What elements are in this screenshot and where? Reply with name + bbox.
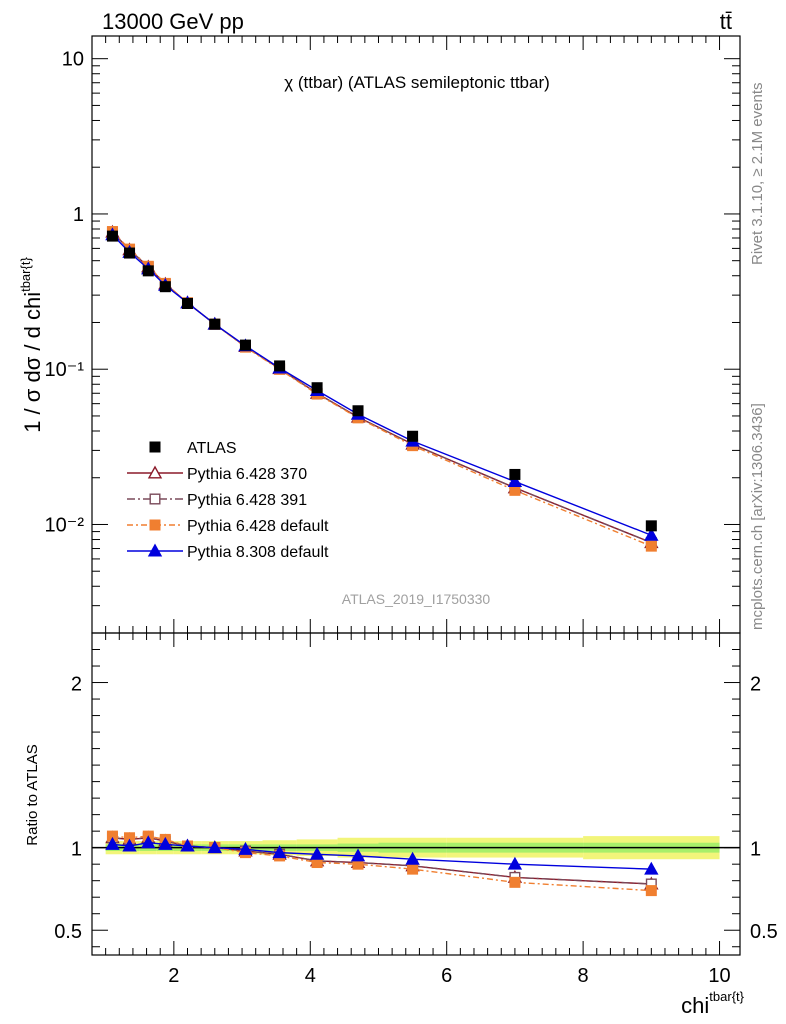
ratio-tick-label: 1 [71, 839, 82, 861]
ratio-series-point [207, 840, 222, 854]
ratio-series-point [141, 835, 156, 849]
ratio-axis-title: Ratio to ATLAS [24, 744, 41, 845]
ratio-series-point [645, 885, 657, 897]
y-tick-label: 1 [73, 204, 84, 226]
ratio-series-point [507, 856, 523, 870]
ratio-series-point [158, 836, 173, 850]
data-point [645, 520, 657, 532]
legend-label: Pythia 6.428 391 [187, 492, 307, 509]
rivet-label: Rivet 3.1.10, ≥ 2.1M events [749, 83, 766, 266]
legend: ATLAS Pythia 6.428 370 Pythia 6.428 391 Pyt… [127, 440, 329, 561]
ratio-series-point [509, 876, 521, 888]
y-axis-label-sup: tbar{t} [18, 257, 33, 292]
ratio-tick-label-right: 2 [750, 674, 761, 696]
data-point [239, 339, 251, 351]
x-tick-label: 2 [168, 965, 179, 987]
x-axis-title: chitbar{t} [681, 989, 744, 1018]
data-point [209, 318, 221, 330]
ratio-plot-area: 2 4 6 8 10 2 2 1 1 0.5 0.5 [54, 36, 778, 987]
ratio-series-point [405, 851, 420, 865]
x-tick-label: 6 [441, 965, 452, 987]
legend-marker [147, 543, 163, 557]
y-tick-label: 10⁻² [45, 514, 85, 536]
data-point [124, 247, 136, 259]
watermark: ATLAS_2019_I1750330 [342, 591, 491, 607]
y-axis-label: 1 / σ dσ / d chi [20, 292, 45, 433]
x-axis-label: chi [681, 993, 709, 1018]
legend-marker [147, 465, 163, 479]
y-axis-title: 1 / σ dσ / d chitbar{t} [18, 257, 45, 433]
legend-label: ATLAS [187, 440, 237, 457]
series-line [111, 234, 652, 536]
series-point [507, 474, 523, 488]
data-point [142, 265, 154, 277]
legend-marker [149, 493, 161, 505]
legend-marker [149, 519, 161, 531]
ratio-frame [91, 632, 741, 956]
data-point [311, 382, 323, 394]
energy-label: 13000 GeV pp [102, 9, 244, 34]
site-label: mcplots.cern.ch [arXiv:1306.3436] [749, 403, 766, 630]
data-point [274, 360, 286, 372]
ratio-series-point [180, 838, 195, 852]
series-point [644, 527, 659, 541]
ratio-series-point [644, 861, 659, 875]
ratio-series-point [122, 838, 137, 852]
data-point [352, 405, 364, 417]
data-point [509, 468, 521, 480]
legend-label: Pythia 6.428 370 [187, 466, 307, 483]
y-tick-label: 10 [62, 49, 84, 71]
x-tick-label: 4 [305, 965, 316, 987]
legend-label: Pythia 6.428 default [187, 518, 329, 535]
data-point [407, 430, 419, 442]
chart-title: χ (ttbar) (ATLAS semileptonic ttbar) [284, 73, 550, 92]
ratio-series-point [407, 863, 419, 875]
main-plot-area: 10 1 10⁻¹ 10⁻² [45, 35, 741, 634]
data-point [181, 297, 193, 309]
x-tick-label: 8 [578, 965, 589, 987]
x-axis-label-sup: tbar{t} [709, 989, 744, 1004]
process-label: tt̄ [720, 9, 732, 34]
legend-marker [149, 441, 161, 453]
legend-label: Pythia 8.308 default [187, 544, 329, 561]
svg-text:1 / σ dσ / d chitbar{t}: 1 / σ dσ / d chitbar{t} [18, 257, 45, 433]
data-point [106, 230, 118, 242]
ratio-tick-label: 2 [71, 674, 82, 696]
ratio-tick-label: 0.5 [54, 921, 82, 943]
ratio-series-point [238, 841, 253, 855]
ratio-series-point [105, 836, 120, 850]
ratio-axis-label: Ratio to ATLAS [24, 744, 41, 845]
ratio-series-point [272, 845, 287, 859]
y-tick-label: 10⁻¹ [45, 359, 85, 381]
series-point [645, 540, 657, 552]
ratio-tick-label-right: 0.5 [750, 921, 778, 943]
ratio-series-point [350, 848, 366, 862]
data-point [159, 281, 171, 293]
x-tick-label: 10 [708, 965, 730, 987]
ratio-series-point [309, 846, 325, 860]
ratio-tick-label-right: 1 [750, 839, 761, 861]
